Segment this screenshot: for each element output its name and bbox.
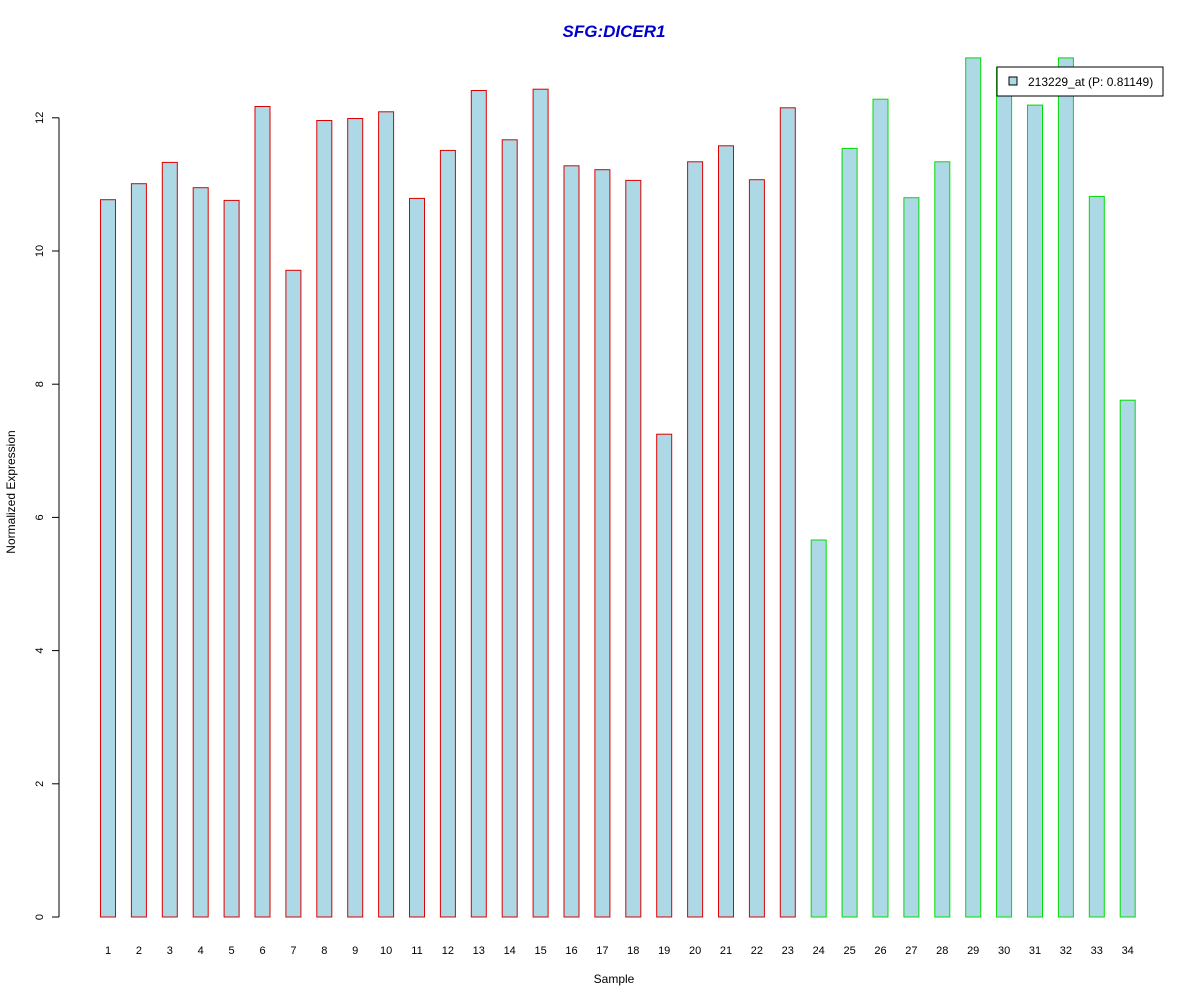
bars [100, 57, 1136, 918]
bar-sample-19 [656, 433, 673, 918]
bar-sample-7 [285, 269, 302, 918]
bar-sample-5 [223, 199, 240, 918]
bar-sample-21 [718, 145, 734, 918]
x-tick-label: 32 [1060, 945, 1072, 957]
chart-title: SFG:DICER1 [563, 22, 666, 41]
bar-sample-13 [470, 90, 487, 918]
bar-sample-11 [409, 197, 425, 918]
y-tick-label: 10 [34, 245, 46, 257]
bar-sample-32 [1057, 57, 1074, 918]
y-tick-label: 4 [34, 648, 46, 654]
x-tick-label: 31 [1029, 945, 1041, 957]
x-tick-label: 20 [689, 945, 701, 957]
legend-swatch [1008, 76, 1018, 86]
y-tick-label: 2 [34, 781, 46, 787]
x-tick-label: 6 [259, 945, 265, 957]
bar-sample-24 [810, 539, 827, 918]
x-tick-label: 28 [936, 945, 948, 957]
bar-sample-9 [347, 118, 364, 918]
x-tick-label: 12 [442, 945, 454, 957]
x-tick-label: 9 [352, 945, 358, 957]
y-axis: 0 2 4 6 8 10 12 [34, 112, 60, 920]
bar-sample-31 [1027, 104, 1043, 918]
x-tick-label: 14 [504, 945, 516, 957]
x-tick-label: 30 [998, 945, 1010, 957]
x-axis-label: Sample [594, 972, 635, 986]
x-tick-label: 24 [813, 945, 825, 957]
x-tick-label: 7 [290, 945, 296, 957]
x-tick-label: 18 [627, 945, 639, 957]
bar-sample-10 [378, 111, 395, 918]
x-tick-label: 15 [534, 945, 546, 957]
bar-sample-28 [934, 161, 951, 918]
x-tick-label: 8 [321, 945, 327, 957]
bar-sample-22 [748, 179, 765, 918]
x-tick-label: 26 [874, 945, 886, 957]
x-tick-label: 22 [751, 945, 763, 957]
x-tick-label: 16 [565, 945, 577, 957]
legend: 213229_at (P: 0.81149) [996, 66, 1164, 97]
x-tick-label: 27 [905, 945, 917, 957]
x-tick-label: 3 [167, 945, 173, 957]
y-tick-label: 8 [34, 381, 46, 387]
y-tick-label: 0 [34, 914, 46, 920]
bar-sample-4 [192, 187, 209, 918]
bar-sample-29 [965, 57, 982, 918]
x-tick-label: 19 [658, 945, 670, 957]
x-tick-label: 34 [1122, 945, 1134, 957]
x-tick-label: 10 [380, 945, 392, 957]
bar-sample-2 [130, 183, 147, 918]
bar-sample-3 [161, 161, 178, 918]
x-tick-label: 5 [229, 945, 235, 957]
bar-sample-18 [625, 179, 642, 918]
bar-sample-1 [100, 199, 116, 918]
bar-sample-27 [903, 197, 920, 918]
x-tick-label: 23 [782, 945, 794, 957]
x-tick-label: 13 [473, 945, 485, 957]
y-tick-label: 12 [34, 112, 46, 124]
bar-sample-34 [1119, 399, 1136, 918]
bar-sample-15 [532, 88, 549, 918]
x-tick-label: 2 [136, 945, 142, 957]
bar-sample-16 [563, 165, 580, 918]
bar-sample-26 [872, 98, 889, 918]
x-tick-label: 25 [843, 945, 855, 957]
x-tick-label: 29 [967, 945, 979, 957]
bar-sample-6 [254, 106, 271, 918]
x-tick-label: 33 [1091, 945, 1103, 957]
y-axis-label: Normalized Expression [4, 430, 18, 553]
bar-sample-12 [439, 149, 456, 918]
x-tick-label: 17 [596, 945, 608, 957]
bar-sample-17 [594, 169, 611, 918]
x-tick-label: 11 [411, 945, 422, 957]
x-tick-label: 4 [198, 945, 204, 957]
bar-sample-20 [687, 161, 704, 918]
bar-sample-14 [501, 139, 518, 918]
legend-box [996, 66, 1164, 97]
bar-sample-8 [316, 120, 333, 918]
bar-sample-25 [841, 147, 858, 918]
x-tick-labels: 1 2 3 4 5 6 7 8 9 10 11 12 13 14 15 16 17 18 19 20 21 22 23 24 2… [105, 945, 1134, 957]
bar-sample-33 [1088, 195, 1105, 918]
x-tick-label: 1 [105, 945, 111, 957]
bar-sample-30 [996, 66, 1013, 918]
y-tick-label: 6 [34, 514, 46, 520]
legend-label: 213229_at (P: 0.81149) [1028, 75, 1153, 89]
bar-sample-23 [779, 107, 796, 918]
x-tick-label: 21 [720, 945, 732, 957]
